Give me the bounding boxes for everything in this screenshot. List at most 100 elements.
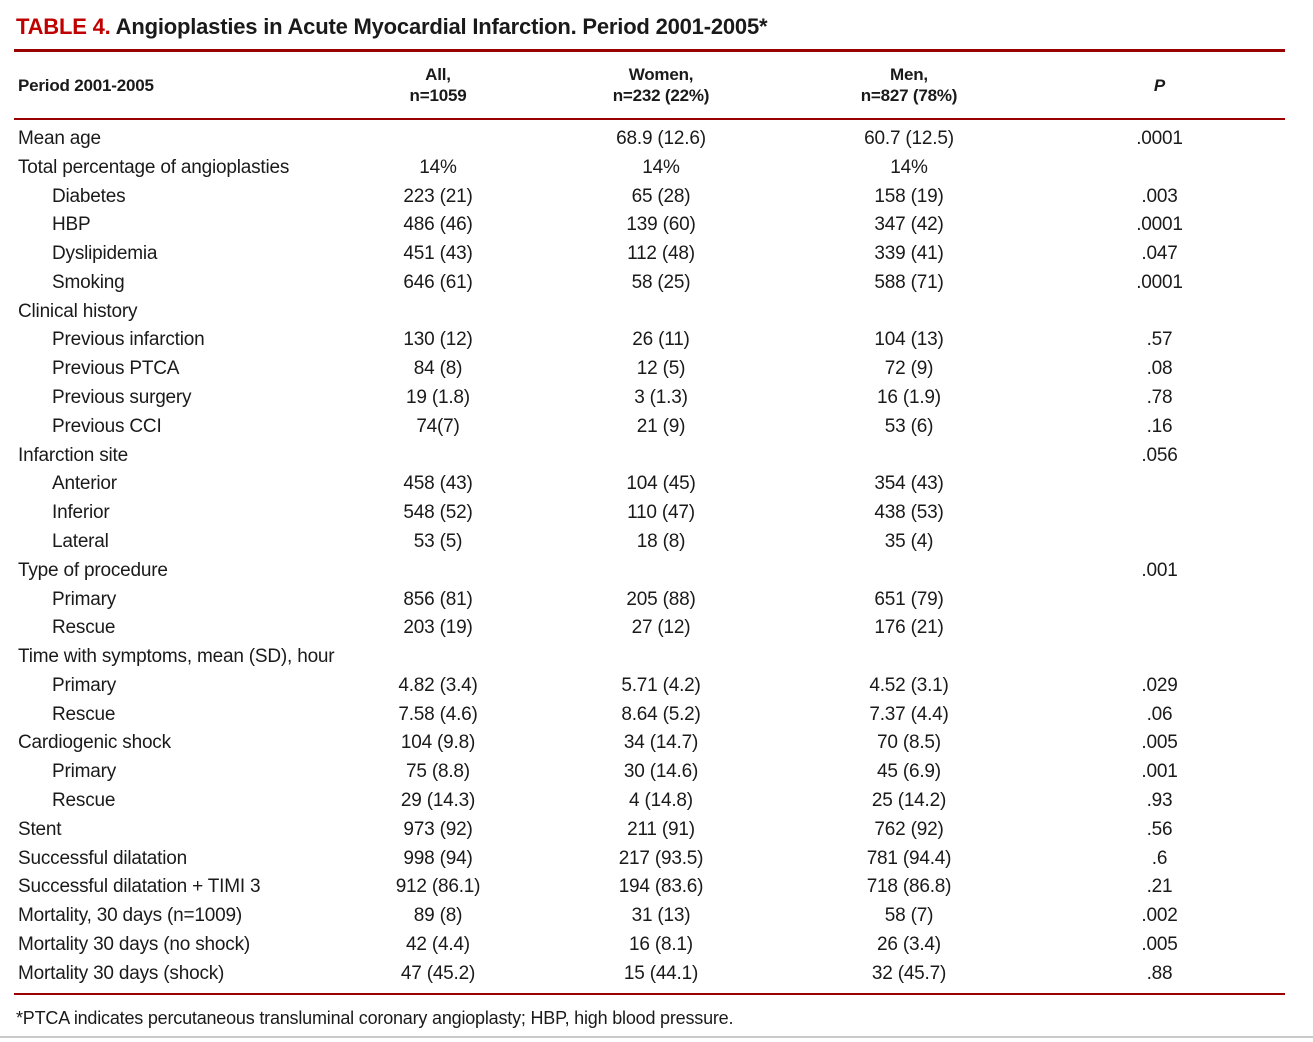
cell-p: [1034, 153, 1285, 182]
table-row: Stent 973 (92) 211 (91) 762 (92) .56: [14, 815, 1285, 844]
cell-all: 75 (8.8): [406, 761, 470, 783]
row-label: Cardiogenic shock: [18, 732, 171, 754]
table-row: Previous surgery 19 (1.8) 3 (1.3) 16 (1.9).…: [14, 384, 1285, 413]
table-row: Rescue 29 (14.3) 4 (14.8) 25 (14.2) .93: [14, 787, 1285, 816]
row-label: Clinical history: [18, 300, 138, 322]
bottom-divider: [0, 1036, 1313, 1038]
table-row: Mortality 30 days (shock) 47 (45.2) 15 (44…: [14, 959, 1285, 993]
row-label: Primary: [52, 588, 117, 610]
header-all-line1: All,: [425, 65, 451, 84]
cell-men: 45 (6.9): [877, 761, 941, 783]
table-row: Previous infarction 130 (12) 26 (11) 104 (1…: [14, 326, 1285, 355]
row-label: Time with symptoms, mean (SD), hour: [18, 646, 335, 668]
row-label: Rescue: [52, 789, 116, 811]
header-men-line1: Men,: [890, 65, 928, 84]
row-label: Type of procedure: [18, 559, 168, 581]
cell-all: 29 (14.3): [400, 789, 476, 811]
header-row: Period 2001-2005 All, n=1059 Women, n=23…: [14, 51, 1285, 120]
row-label: Previous surgery: [52, 387, 192, 409]
table-row: Smoking 646 (61) 58 (25) 588 (71) .0001: [14, 269, 1285, 298]
cell-women: 26 (11): [632, 329, 690, 351]
cell-women: [538, 297, 784, 326]
row-label: Lateral: [52, 530, 109, 552]
row-label: Mortality 30 days (shock): [18, 962, 225, 984]
cell-p: [1034, 643, 1285, 672]
table-row: Anterior 458 (43) 104 (45) 354 (43): [14, 470, 1285, 499]
cell-p: .21: [1146, 876, 1173, 898]
cell-men: [784, 441, 1034, 470]
table-body: Mean age 68.9 (12.6) 60.7 (12.5) .0001 Total…: [14, 119, 1285, 994]
row-label: Previous PTCA: [52, 358, 180, 380]
cell-women: 139 (60): [626, 214, 696, 236]
cell-women: 15 (44.1): [623, 962, 699, 984]
table-row: Rescue 7.58 (4.6) 8.64 (5.2) 7.37 (4.4) .06: [14, 700, 1285, 729]
cell-men: 158 (19): [874, 185, 944, 207]
cell-women: 34 (14.7): [623, 732, 699, 754]
cell-men: 347 (42): [874, 214, 944, 236]
row-label: Successful dilatation + TIMI 3: [18, 876, 261, 898]
cell-all: 973 (92): [403, 818, 473, 840]
header-women: Women, n=232 (22%): [538, 51, 784, 120]
row-label: Total percentage of angioplasties: [18, 156, 290, 178]
cell-p: .003: [1141, 185, 1178, 207]
row-label: Mortality, 30 days (n=1009): [18, 905, 242, 927]
row-label: Anterior: [52, 473, 117, 495]
row-label: Diabetes: [52, 185, 126, 207]
cell-women: 217 (93.5): [618, 847, 704, 869]
cell-all: 451 (43): [403, 243, 473, 265]
cell-women: 110 (47): [627, 502, 695, 524]
table-row: HBP 486 (46) 139 (60) 347 (42) .0001: [14, 211, 1285, 240]
table-row: Rescue 203 (19) 27 (12) 176 (21): [14, 614, 1285, 643]
cell-p: .57: [1146, 329, 1173, 351]
cell-p: [1034, 470, 1285, 499]
row-label: Primary: [52, 761, 117, 783]
cell-women: [538, 643, 784, 672]
cell-men: 35 (4): [884, 530, 934, 552]
table-row: Primary 4.82 (3.4) 5.71 (4.2) 4.52 (3.1) .02…: [14, 671, 1285, 700]
cell-all: 998 (94): [403, 847, 473, 869]
table-row: Mortality, 30 days (n=1009) 89 (8) 31 (13)…: [14, 902, 1285, 931]
row-label: Previous CCI: [52, 415, 162, 437]
table-row: Successful dilatation 998 (94) 217 (93.5) 7…: [14, 844, 1285, 873]
cell-p: .001: [1141, 761, 1178, 783]
cell-women: 18 (8): [636, 530, 686, 552]
table-row: Inferior 548 (52) 110 (47) 438 (53): [14, 499, 1285, 528]
cell-p: .001: [1141, 559, 1178, 581]
header-p-label: P: [1153, 75, 1166, 95]
cell-men: 176 (21): [874, 617, 944, 639]
table-row: Cardiogenic shock 104 (9.8) 34 (14.7) 70 (8…: [14, 729, 1285, 758]
cell-p: .047: [1141, 243, 1178, 265]
cell-women: [538, 556, 784, 585]
cell-p: .16: [1146, 415, 1173, 437]
cell-all: 53 (5): [413, 530, 463, 552]
table-row: Mean age 68.9 (12.6) 60.7 (12.5) .0001: [14, 119, 1285, 153]
cell-men: 781 (94.4): [866, 847, 952, 869]
cell-p: .056: [1141, 444, 1178, 466]
cell-p: .002: [1141, 905, 1178, 927]
cell-men: 4.52 (3.1): [869, 674, 949, 696]
cell-p: [1034, 614, 1285, 643]
row-label: Stent: [18, 818, 62, 840]
row-label: Successful dilatation: [18, 847, 188, 869]
row-label: Rescue: [52, 617, 116, 639]
table-title: TABLE 4. Angioplasties in Acute Myocardi…: [16, 14, 1299, 40]
cell-all: [338, 119, 538, 153]
cell-men: 16 (1.9): [877, 387, 941, 409]
cell-all: 856 (81): [403, 588, 473, 610]
cell-women: 16 (8.1): [629, 933, 693, 955]
table-row: Infarction site .056: [14, 441, 1285, 470]
cell-women: 5.71 (4.2): [621, 674, 701, 696]
cell-p: .08: [1146, 358, 1173, 380]
cell-men: [784, 556, 1034, 585]
cell-men: 26 (3.4): [877, 933, 941, 955]
table-row: Mortality 30 days (no shock) 42 (4.4) 16 (…: [14, 930, 1285, 959]
table-header: Period 2001-2005 All, n=1059 Women, n=23…: [14, 51, 1285, 120]
cell-p: .93: [1146, 789, 1173, 811]
cell-all: 47 (45.2): [400, 962, 476, 984]
cell-p: .0001: [1136, 214, 1183, 236]
cell-all: 486 (46): [403, 214, 473, 236]
table-row: Previous CCI 74(7) 21 (9) 53 (6) .16: [14, 412, 1285, 441]
cell-women: 8.64 (5.2): [621, 703, 701, 725]
cell-men: 14%: [890, 156, 928, 178]
